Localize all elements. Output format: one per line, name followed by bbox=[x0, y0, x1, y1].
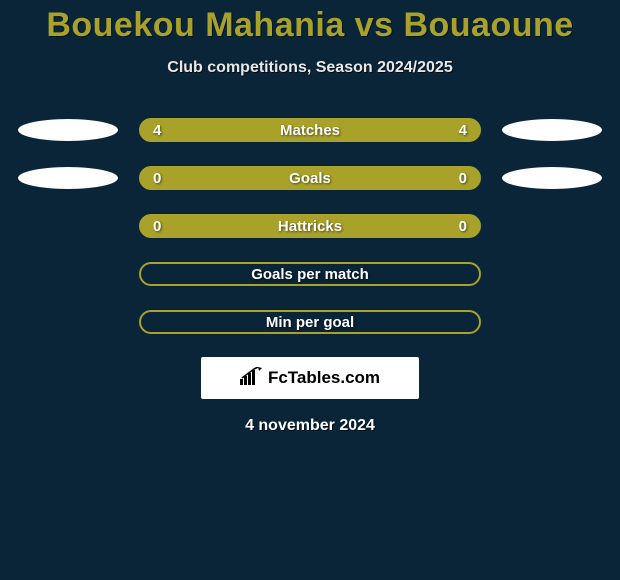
stat-value-left: 0 bbox=[153, 218, 161, 235]
stat-value-right: 0 bbox=[459, 218, 467, 235]
stat-label: Min per goal bbox=[266, 314, 354, 331]
page-title: Bouekou Mahania vs Bouaoune bbox=[0, 6, 620, 45]
comparison-card: Bouekou Mahania vs Bouaoune Club competi… bbox=[0, 0, 620, 435]
stat-bar: Min per goal bbox=[139, 310, 481, 334]
stat-label: Hattricks bbox=[278, 218, 342, 235]
logo-box[interactable]: FcTables.com bbox=[201, 357, 419, 399]
stat-label: Goals bbox=[289, 170, 331, 187]
left-marker bbox=[18, 167, 118, 189]
stat-row: 4 Matches 4 bbox=[0, 117, 620, 143]
stat-bar: Goals per match bbox=[139, 262, 481, 286]
stat-row: Min per goal bbox=[0, 309, 620, 335]
right-marker-slot bbox=[497, 167, 607, 189]
stat-label: Goals per match bbox=[251, 266, 369, 283]
stat-value-right: 0 bbox=[459, 170, 467, 187]
page-subtitle: Club competitions, Season 2024/2025 bbox=[0, 59, 620, 77]
left-marker bbox=[18, 119, 118, 141]
left-marker-slot bbox=[13, 167, 123, 189]
stat-label: Matches bbox=[280, 122, 340, 139]
logo-text: FcTables.com bbox=[268, 368, 380, 388]
stat-rows: 4 Matches 4 0 Goals 0 0 Hattricks 0 Goals per mat… bbox=[0, 117, 620, 335]
stat-bar: 0 Goals 0 bbox=[139, 166, 481, 190]
stat-bar: 4 Matches 4 bbox=[139, 118, 481, 142]
stat-value-left: 0 bbox=[153, 170, 161, 187]
right-marker-slot bbox=[497, 119, 607, 141]
right-marker bbox=[502, 167, 602, 189]
stat-row: Goals per match bbox=[0, 261, 620, 287]
stat-value-left: 4 bbox=[153, 122, 161, 139]
stat-row: 0 Hattricks 0 bbox=[0, 213, 620, 239]
left-marker-slot bbox=[13, 119, 123, 141]
date-label: 4 november 2024 bbox=[0, 417, 620, 435]
stat-row: 0 Goals 0 bbox=[0, 165, 620, 191]
chart-icon bbox=[240, 367, 262, 390]
right-marker bbox=[502, 119, 602, 141]
stat-bar: 0 Hattricks 0 bbox=[139, 214, 481, 238]
stat-value-right: 4 bbox=[459, 122, 467, 139]
